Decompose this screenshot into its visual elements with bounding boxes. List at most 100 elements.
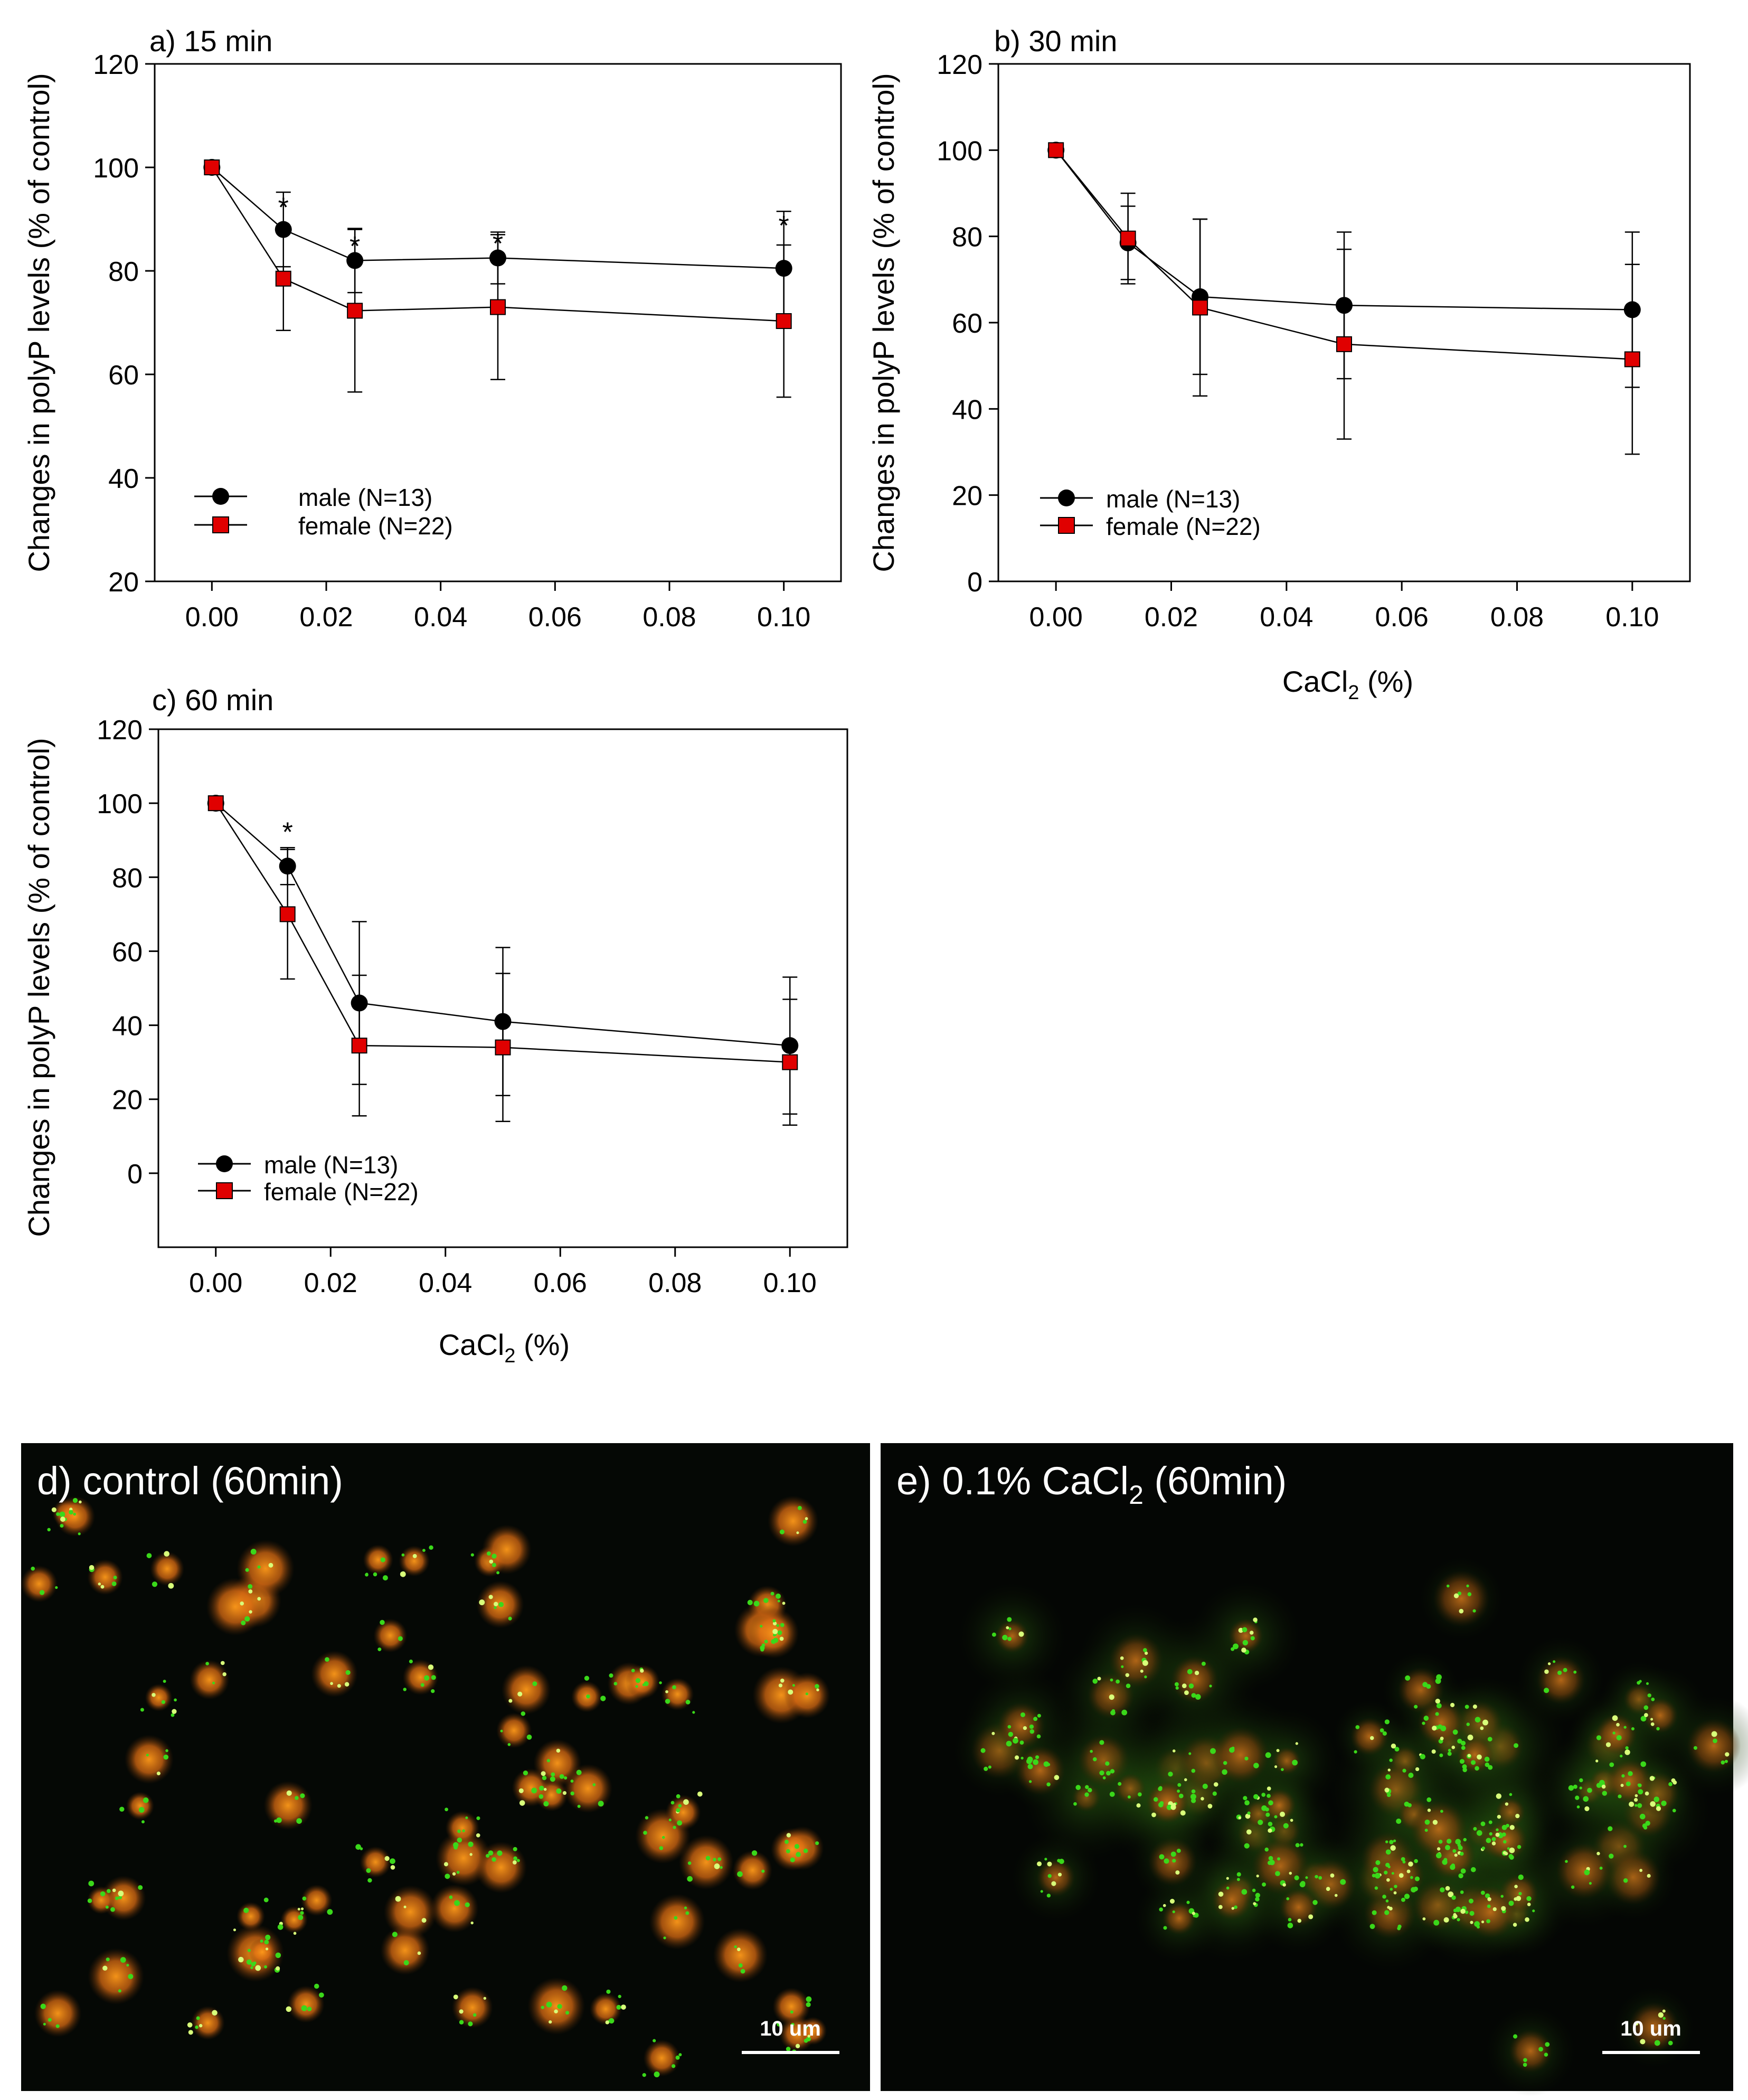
polyp-granule [772,1619,776,1623]
polyp-granule [1186,1900,1190,1904]
polyp-granule [106,1957,110,1962]
polyp-granule [1596,1852,1600,1856]
cell [661,1678,694,1711]
polyp-granule [403,1688,407,1691]
cell [287,1985,325,2023]
polyp-granule [1435,1678,1441,1684]
polyp-granule [421,1918,427,1923]
polyp-granule [1599,1866,1603,1870]
polyp-granule [1447,1751,1452,1756]
polyp-granule [327,1909,333,1915]
polyp-granule [1623,1726,1627,1729]
polyp-granule [1159,1801,1164,1805]
polyp-granule [1693,1746,1697,1750]
polyp-granule [753,1600,760,1607]
polyp-granule [1073,1802,1077,1806]
polyp-granule [562,1791,567,1795]
polyp-granule [1140,1669,1144,1673]
x-ticks: 0.00 0.02 0.04 0.06 0.08 0.10 [1029,581,1659,633]
polyp-granule [1431,1749,1436,1754]
polyp-granule [1253,1902,1256,1906]
cell [589,1993,622,2026]
polyp-granule [1255,1892,1260,1898]
polyp-granule [760,1647,764,1652]
polyp-granule [684,1906,687,1909]
polyp-granule [1280,1811,1286,1817]
polyp-granule [554,2009,558,2013]
polyp-granule [1391,1872,1394,1875]
y-tick-label: 100 [97,789,143,820]
polyp-granule [263,1965,267,1969]
polyp-granule [1373,1867,1378,1872]
polyp-granule [549,2020,552,2024]
polyp-granule [118,1989,121,1993]
polyp-granule [1138,1792,1142,1797]
polyp-granule [1243,1796,1248,1801]
polyp-granule [1631,1727,1634,1731]
polyp-granule [494,1606,497,1609]
polyp-granule [456,1870,460,1874]
polyp-granule [1638,1789,1643,1795]
polyp-granule [777,1599,780,1603]
polyp-granule [805,1517,808,1520]
polyp-granule [631,1669,635,1673]
polyp-granule [244,1616,250,1622]
polyp-granule [1375,1860,1381,1865]
polyp-granule [1255,1897,1260,1901]
polyp-granule [392,1932,398,1937]
polyp-granule [1261,1793,1266,1797]
data-point-male [781,1037,799,1054]
polyp-granule [598,1801,604,1807]
polyp-granule [1618,1794,1622,1798]
polyp-granule [483,1997,487,2000]
polyp-granule [1553,1660,1556,1663]
legend-marker-female [216,1182,233,1199]
polyp-granule [761,1869,765,1873]
polyp-granule [1509,1825,1515,1830]
polyp-granule [1286,1897,1290,1900]
polyp-granule [676,1808,681,1813]
polyp-granule [1634,1804,1638,1807]
x-tick-label: 0.00 [189,1268,242,1298]
cell [770,1828,814,1871]
data-point-female [1048,142,1064,158]
polyp-granule [1188,1683,1194,1689]
polyp-granule [1526,1896,1532,1901]
polyp-granule [1467,1735,1473,1740]
x-ticks: 0.00 0.02 0.04 0.06 0.08 0.10 [185,581,810,633]
polyp-granule [1389,1758,1393,1762]
polyp-granule [1609,1762,1614,1767]
polyp-granule [365,1572,369,1576]
x-tick-label: 0.10 [757,602,810,633]
polyp-granule [286,2006,292,2012]
polyp-granule [791,2022,795,2027]
polyp-granule [1051,1881,1056,1886]
y-axis-label: Changes in polyP levels (% of control) [867,73,900,572]
polyp-granule [1568,1785,1574,1791]
polyp-granule [1713,1738,1717,1744]
cell [145,1683,173,1711]
polyp-granule [152,1581,158,1587]
polyp-granule [1308,1914,1314,1919]
polyp-granule [1467,1592,1472,1596]
polyp-granule [1616,1722,1620,1727]
polyp-granule [55,2024,60,2028]
polyp-granule [1454,1853,1458,1857]
polyp-granule [1036,1734,1041,1739]
legend-label-female: female (N=22) [1106,513,1261,540]
x-axis-label: CaCl2 (%) [439,1328,570,1367]
polyp-granule [1616,1735,1622,1740]
polyp-granule [556,1748,561,1753]
polyp-granule [1435,1699,1440,1704]
polyp-granule [1163,1904,1166,1907]
polyp-granule [1471,1760,1476,1765]
polyp-granule [685,1911,689,1915]
cell [501,1665,551,1715]
cell [150,1551,185,1586]
y-tick-label: 120 [97,715,143,746]
polyp-granule [247,1948,251,1952]
polyp-granule [1608,1826,1613,1831]
polyp-granule [1318,1876,1322,1880]
legend-marker-male [216,1155,233,1172]
data-point-male [275,221,292,238]
